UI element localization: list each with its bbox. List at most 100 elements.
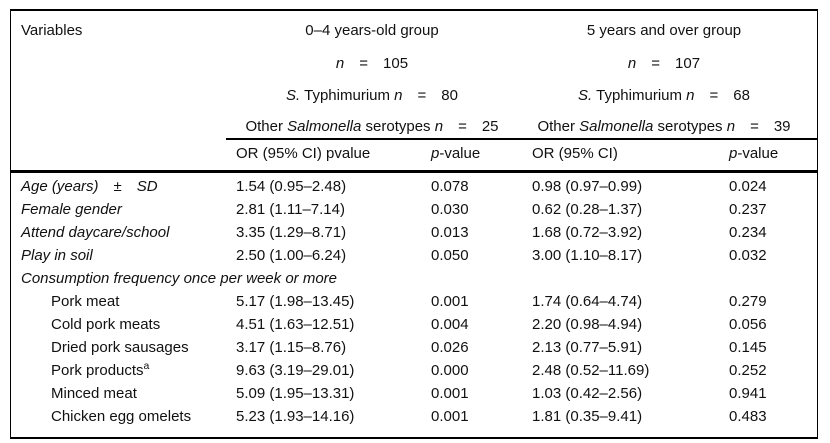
p-value: 0.030 [431,201,469,218]
table-row: Age (years) ± SD 1.54 (0.95–2.48) 0.078 … [11,175,817,198]
or-ci-value: 2.48 (0.52–11.69) [532,362,650,379]
group1-typhimurium-line: S. Typhimurium n = 80 [216,84,528,108]
s-abbrev: S. [286,87,301,104]
column-headers-row: OR (95% CI) pvalue p-value OR (95% CI) p… [11,143,817,165]
or-ci-value: 9.63 (3.19–29.01) [236,362,355,379]
group2-typhimurium-line: S. Typhimurium n = 68 [514,84,814,108]
or-ci-value: 0.98 (0.97–0.99) [532,178,643,195]
salmonella-text: Salmonella [287,118,362,135]
salmonella-text: Salmonella [579,118,654,135]
group1-n-line: n = 105 [216,52,528,76]
section-label: Consumption frequency once per week or m… [21,270,337,287]
table-row: Dried pork sausages 3.17 (1.15–8.76) 0.0… [11,336,817,359]
p-value: 0.145 [729,339,767,356]
other-n-value: = 25 [443,118,499,135]
row-label: Minced meat [51,385,137,402]
or-ci-value: 2.81 (1.11–7.14) [236,201,345,218]
n-symbol: n [394,87,403,104]
header-partial-rule [226,138,817,140]
row-label: Dried pork sausages [51,339,189,356]
p-symbol: p [729,145,738,162]
group1-title: 0–4 years-old group [305,22,439,39]
typhimurium-text: Typhimurium [300,87,395,104]
or-ci-value: 3.17 (1.15–8.76) [236,339,347,356]
n-value: = 107 [636,55,701,72]
row-label: Chicken egg omelets [51,408,192,425]
or-ci-value: 3.00 (1.10–8.17) [532,247,643,264]
other-text: Other [245,118,288,135]
n-symbol: n [627,55,637,72]
p-value: 0.252 [729,362,767,379]
group2-n-line: n = 107 [514,52,814,76]
or-ci-value: 4.51 (1.63–12.51) [236,316,355,333]
or-ci-value: 1.74 (0.64–4.74) [532,293,643,310]
p-value-header-group1: p-value [431,143,480,165]
row-label: Pork productsa [51,359,149,382]
results-table: Variables 0–4 years-old group n = 105 S.… [10,9,818,439]
p-value: 0.056 [729,316,767,333]
or-ci-value: 2.20 (0.98–4.94) [532,316,643,333]
or-ci-value: 1.03 (0.42–2.56) [532,385,643,402]
p-value: 0.001 [431,408,469,425]
p-value-suffix: -value [737,145,779,162]
row-label: Female gender [21,201,122,218]
p-value: 0.234 [729,224,767,241]
row-label: Play in soil [21,247,93,264]
typhimurium-n-value: = 80 [402,87,458,104]
row-label: Attend daycare/school [21,224,170,241]
n-value: = 105 [344,55,409,72]
group2-title: 5 years and over group [586,22,742,39]
serotypes-text: serotypes [653,118,727,135]
p-value: 0.001 [431,385,469,402]
typhimurium-n-value: = 68 [694,87,750,104]
serotypes-text: serotypes [361,118,435,135]
or-ci-header-group1: OR (95% CI) pvalue [236,145,371,162]
or-ci-value: 3.35 (1.29–8.71) [236,224,347,241]
group2-other-serotypes-line: Other Salmonella serotypes n = 39 [514,115,814,139]
table-row: Cold pork meats 4.51 (1.63–12.51) 0.004 … [11,313,817,336]
typhimurium-text: Typhimurium [592,87,687,104]
p-value: 0.026 [431,339,469,356]
table-row: Play in soil 2.50 (1.00–6.24) 0.050 3.00… [11,244,817,267]
p-value: 0.004 [431,316,469,333]
p-value: 0.941 [729,385,767,402]
p-value: 0.000 [431,362,469,379]
or-ci-value: 1.68 (0.72–3.92) [532,224,643,241]
n-symbol: n [335,55,345,72]
p-value: 0.237 [729,201,767,218]
or-ci-value: 2.13 (0.77–5.91) [532,339,643,356]
table-row: Minced meat 5.09 (1.95–13.31) 0.001 1.03… [11,382,817,405]
p-value: 0.483 [729,408,767,425]
variables-column-header: Variables [21,22,83,39]
footnote-marker: a [143,360,150,372]
p-symbol: p [431,145,440,162]
p-value: 0.013 [431,224,469,241]
p-value: 0.078 [431,178,469,195]
or-ci-value: 1.54 (0.95–2.48) [236,178,347,195]
p-value: 0.001 [431,293,469,310]
row-label-text: Pork products [51,362,144,379]
p-value: 0.024 [729,178,767,195]
or-ci-value: 5.23 (1.93–14.16) [236,408,355,425]
or-ci-value: 5.09 (1.95–13.31) [236,385,355,402]
table-row: Female gender 2.81 (1.11–7.14) 0.030 0.6… [11,198,817,221]
n-symbol: n [434,118,444,135]
group1-other-serotypes-line: Other Salmonella serotypes n = 25 [216,115,528,139]
other-n-value: = 39 [735,118,791,135]
other-text: Other [537,118,580,135]
or-ci-value: 2.50 (1.00–6.24) [236,247,347,264]
row-label: Age (years) ± SD [21,178,158,195]
table-row: Pork productsa 9.63 (3.19–29.01) 0.000 2… [11,359,817,382]
p-value: 0.032 [729,247,767,264]
or-ci-header-group2: OR (95% CI) [532,145,618,162]
or-ci-value: 1.81 (0.35–9.41) [532,408,643,425]
header-body-divider-rule [11,170,817,173]
or-ci-value: 5.17 (1.98–13.45) [236,293,355,310]
p-value: 0.050 [431,247,469,264]
row-label: Cold pork meats [51,316,161,333]
row-label: Pork meat [51,293,120,310]
s-abbrev: S. [578,87,593,104]
p-value-header-group2: p-value [729,143,778,165]
table-row: Pork meat 5.17 (1.98–13.45) 0.001 1.74 (… [11,290,817,313]
